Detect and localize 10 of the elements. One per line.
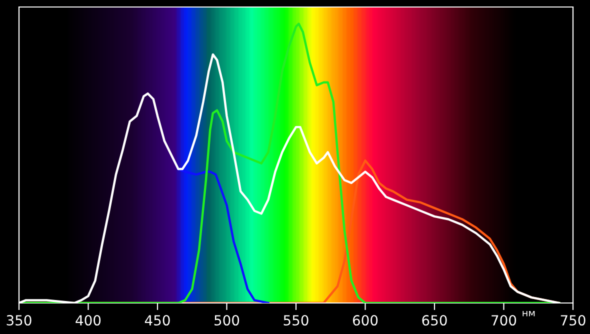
x-tick-label: 350 bbox=[6, 315, 32, 326]
x-tick-label: 500 bbox=[214, 315, 240, 326]
x-tick-label: 450 bbox=[144, 315, 170, 326]
x-tick-label: 700 bbox=[492, 315, 516, 326]
x-axis-title: нм bbox=[522, 310, 535, 316]
x-tick-label: 600 bbox=[352, 315, 378, 326]
x-tick-label: 550 bbox=[284, 315, 308, 326]
x-tick-label: 400 bbox=[76, 315, 101, 326]
x-tick-label: 650 bbox=[422, 315, 447, 326]
x-tick-label: 750 bbox=[560, 315, 586, 326]
